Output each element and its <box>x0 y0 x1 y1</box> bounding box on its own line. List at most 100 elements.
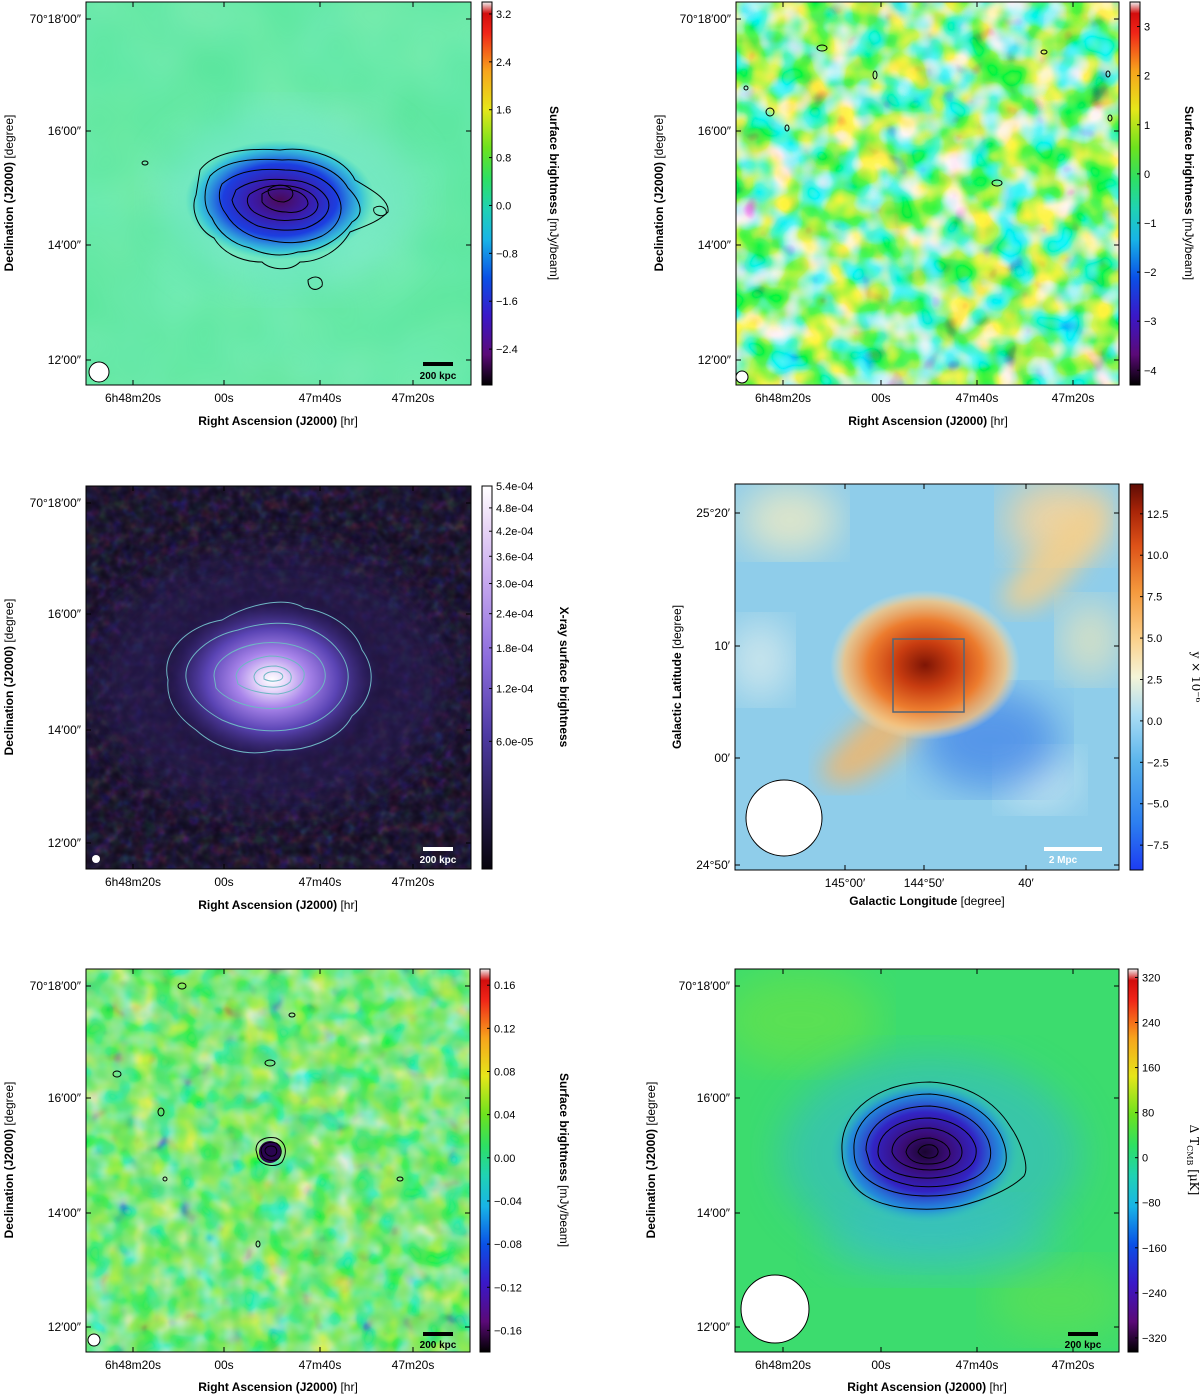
compton-y-source <box>830 590 1020 740</box>
y-tick-label: 16′00″ <box>698 124 732 138</box>
panel-radio-map: 200 kpc 6h48m20s 00s 47m40s 47m20s 70°18′00… <box>2 1 561 428</box>
x-tick-labels: 6h48m20s 00s 47m40s 47m20s <box>105 486 434 889</box>
y-tick-labels: 70°18′00″ 16′00″ 14′00″ 12′00″ <box>30 12 471 367</box>
y-tick-label: 14′00″ <box>697 1206 731 1220</box>
scale-bar-label: 200 kpc <box>420 855 457 866</box>
y-axis-label: Declination (J2000) [degree] <box>2 1082 16 1239</box>
colorbar-tick-label: 1.2e-04 <box>496 683 533 695</box>
colorbar-tick-label: 2.5 <box>1147 674 1162 686</box>
beam-ellipse <box>745 779 823 857</box>
y-tick-labels: 25°20′ 10′ 00′ 24°50′ <box>696 506 1119 872</box>
colorbar-tick-label: −160 <box>1142 1243 1167 1255</box>
x-tick-label: 6h48m20s <box>755 1358 811 1372</box>
y-tick-label: 70°18′00″ <box>679 979 731 993</box>
colorbar-tick-label: 3.0e-04 <box>496 579 533 591</box>
x-axis-label: Right Ascension (J2000) [hr] <box>198 1380 358 1394</box>
colorbar-tick-label: 0.04 <box>494 1110 515 1122</box>
scale-bar <box>423 362 453 366</box>
sz-decrement-source <box>830 1080 1020 1224</box>
colorbar-label: Surface brightness [mJy/beam] <box>547 106 561 280</box>
sz-contours <box>841 1081 1027 1210</box>
plot-frame <box>735 1 1120 386</box>
colorbar <box>1129 1 1141 386</box>
colorbar-tick-labels: 3 2 1 0 −1 −2 −3 −4 <box>1137 22 1157 377</box>
colorbar-tick-labels: 12.5 10.0 7.5 5.0 2.5 0.0 −2.5 −5.0 −7.5 <box>1140 509 1169 852</box>
y-axis-label: Declination (J2000) [degree] <box>652 115 666 272</box>
x-tick-labels: 6h48m20s 00s 47m40s 47m20s <box>105 969 434 1372</box>
beam-ellipse <box>87 1333 101 1347</box>
y-tick-label: 24°50′ <box>696 858 730 872</box>
panel-residual-map: 6h48m20s 00s 47m40s 47m20s 70°18′00″ 16′00″ 1… <box>652 1 1196 428</box>
colorbar-tick-label: −240 <box>1142 1288 1167 1300</box>
zoom-box <box>892 638 965 713</box>
y-tick-label: 16′00″ <box>697 1091 731 1105</box>
colorbar-label: Δ TCMB [μK] <box>1185 1125 1200 1196</box>
scale-bar-label: 200 kpc <box>1065 1340 1102 1351</box>
colorbar-tick-label: 4.2e-04 <box>496 526 533 538</box>
radio-map-image: 200 kpc <box>86 2 471 385</box>
y-tick-label: 70°18′00″ <box>30 496 82 510</box>
y-tick-label: 14′00″ <box>48 723 82 737</box>
y-tick-label: 70°18′00″ <box>680 12 732 26</box>
scale-bar-label: 2 Mpc <box>1049 855 1078 866</box>
colorbar-tick-label: 0.16 <box>494 980 515 992</box>
plot-frame <box>85 968 471 1353</box>
panel-high-res-radio-map: 200 kpc 6h48m20s 00s 47m40s 47m20s 70°18′00… <box>2 968 571 1394</box>
xray-source-emission <box>152 588 392 772</box>
panel-sz-decrement-map: 200 kpc 6h48m20s 00s 47m40s 47m20s 70°18′00… <box>644 968 1200 1394</box>
sz-decrement-image: 200 kpc <box>735 969 1119 1352</box>
panel-compton-y-map: 2 Mpc 145°00′ 144°50′ 40′ 25°20′ 10′ 00′ 24°5… <box>670 483 1200 908</box>
colorbar-tick-label: 160 <box>1142 1063 1160 1075</box>
colorbar <box>481 485 493 870</box>
x-tick-label: 145°00′ <box>825 876 866 890</box>
y-tick-label: 12′00″ <box>698 353 732 367</box>
colorbar-tick-label: 2 <box>1144 71 1150 83</box>
x-tick-labels: 6h48m20s 00s 47m40s 47m20s <box>755 2 1094 405</box>
y-tick-label: 12′00″ <box>697 1320 731 1334</box>
colorbar-tick-label: 0 <box>1142 1153 1148 1165</box>
x-tick-label: 6h48m20s <box>755 391 811 405</box>
plot-frame <box>85 1 472 386</box>
colorbar-tick-label: 0.0 <box>1147 716 1162 728</box>
y-tick-labels: 70°18′00″ 16′00″ 14′00″ 12′00″ <box>679 979 1119 1334</box>
colorbar-tick-label: 12.5 <box>1147 509 1168 521</box>
scale-bar <box>1068 1332 1098 1336</box>
x-tick-label: 47m40s <box>956 391 999 405</box>
colorbar <box>1129 483 1144 871</box>
colorbar-tick-label: 240 <box>1142 1018 1160 1030</box>
colorbar-tick-label: 0.12 <box>494 1023 515 1035</box>
y-tick-label: 12′00″ <box>48 353 82 367</box>
x-tick-label: 00s <box>214 1358 233 1372</box>
x-axis-label: Galactic Longitude [degree] <box>849 894 1004 908</box>
y-tick-labels: 70°18′00″ 16′00″ 14′00″ 12′00″ <box>30 979 470 1334</box>
colorbar-label: X-ray surface brightness <box>557 607 571 748</box>
colorbar-tick-label: 3.6e-04 <box>496 551 533 563</box>
colorbar-tick-label: 6.0e-05 <box>496 736 533 748</box>
x-tick-label: 00s <box>214 391 233 405</box>
colorbar-tick-label: 0.08 <box>494 1066 515 1078</box>
y-tick-label: 16′00″ <box>48 607 82 621</box>
colorbar-tick-label: 3 <box>1144 22 1150 34</box>
colorbar-tick-label: 0.0 <box>496 200 511 212</box>
x-tick-labels: 6h48m20s 00s 47m40s 47m20s <box>755 969 1094 1372</box>
x-axis-label: Right Ascension (J2000) [hr] <box>198 414 358 428</box>
colorbar-label: y × 10⁻⁶ <box>1189 651 1200 703</box>
colorbar-tick-label: −4 <box>1144 365 1157 377</box>
y-tick-labels: 70°18′00″ 16′00″ 14′00″ 12′00″ <box>30 496 471 850</box>
compton-y-image: 2 Mpc <box>735 484 1119 870</box>
x-tick-label: 6h48m20s <box>105 1358 161 1372</box>
y-tick-labels: 70°18′00″ 16′00″ 14′00″ 12′00″ <box>680 12 1119 367</box>
colorbar-tick-labels: 320 240 160 80 0 −80 −160 −240 −320 <box>1135 972 1167 1345</box>
x-tick-label: 47m20s <box>1052 1358 1095 1372</box>
residual-map-image <box>736 2 1119 385</box>
colorbar-label: Surface brightness [mJy/beam] <box>557 1073 571 1247</box>
y-tick-label: 14′00″ <box>48 1206 82 1220</box>
y-axis-label: Galactic Latitude [degree] <box>670 605 684 749</box>
beam-ellipse <box>740 1274 810 1344</box>
colorbar <box>481 1 493 386</box>
x-tick-label: 144°50′ <box>904 876 945 890</box>
x-tick-label: 6h48m20s <box>105 391 161 405</box>
colorbar-tick-label: 1.8e-04 <box>496 643 533 655</box>
colorbar-label: Surface brightness [mJy/beam] <box>1182 106 1196 280</box>
y-axis-label: Declination (J2000) [degree] <box>2 115 16 272</box>
